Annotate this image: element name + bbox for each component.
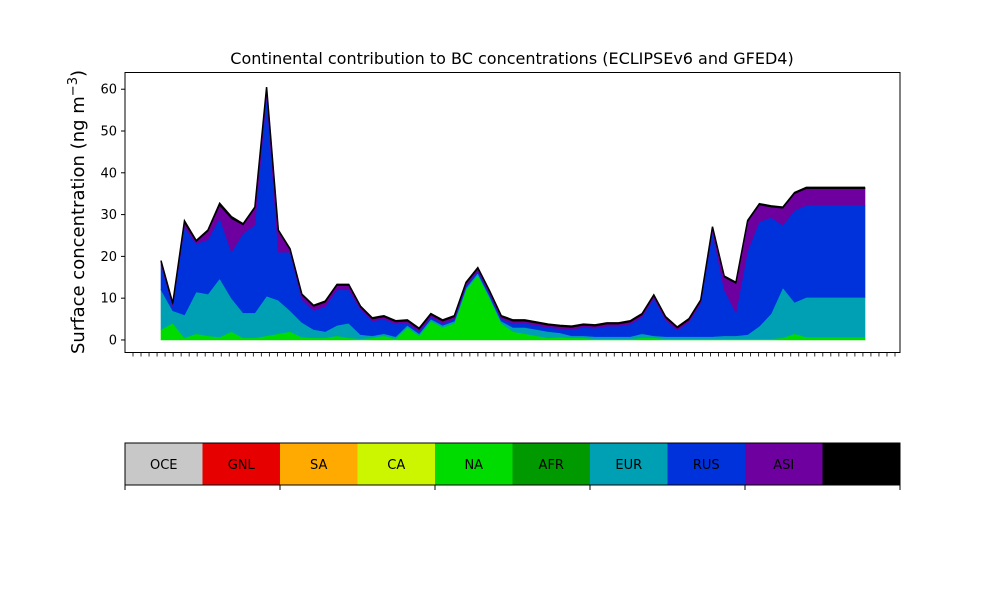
legend-label-afr: AFR — [539, 458, 564, 473]
legend-swatch-na — [435, 443, 513, 485]
legend-swatch-sa — [280, 443, 358, 485]
legend-frame — [124, 442, 901, 486]
y-tick-label: 10 — [100, 292, 117, 307]
legend-label-rus: RUS — [693, 458, 720, 473]
legend-swatch-rus — [667, 443, 745, 485]
y-tick-label: 60 — [100, 83, 117, 98]
total-outline — [160, 87, 865, 330]
legend: OCE GNL SA CA NA AFR EUR RUS ASI AUS — [124, 442, 901, 490]
y-axis-label-superscript: −3 — [66, 77, 81, 96]
legend-label-asi: ASI — [773, 458, 794, 473]
x-axis — [132, 352, 896, 357]
y-tick-label: 40 — [100, 166, 117, 181]
y-tick-label: 20 — [100, 250, 117, 265]
legend-label-sa: SA — [310, 458, 327, 473]
y-axis-label: Surface concentration (ng m−3) — [66, 70, 89, 354]
y-tick-label: 30 — [100, 208, 117, 223]
y-axis-label-close: ) — [68, 70, 89, 77]
y-axis: 0 10 20 30 40 50 60 — [100, 83, 125, 348]
legend-label-aus: AUS — [848, 458, 875, 473]
legend-swatch-eur — [590, 443, 668, 485]
chart-title: Continental contribution to BC concentra… — [230, 49, 793, 68]
legend-label-ca: CA — [387, 458, 405, 473]
legend-label-na: NA — [464, 458, 483, 473]
legend-label-oce: OCE — [150, 458, 178, 473]
legend-swatch-oce — [125, 443, 203, 485]
plot-area — [160, 87, 866, 341]
legend-swatch-afr — [512, 443, 590, 485]
legend-swatch-asi — [745, 443, 823, 485]
legend-label-gnl: GNL — [228, 458, 256, 473]
y-axis-label-main: Surface concentration (ng m — [68, 96, 89, 354]
legend-swatch-ca — [357, 443, 435, 485]
y-tick-label: 0 — [109, 333, 117, 348]
legend-label-eur: EUR — [615, 458, 642, 473]
y-tick-label: 50 — [100, 125, 117, 140]
legend-swatch-gnl — [202, 443, 280, 485]
legend-swatch-aus — [822, 443, 900, 485]
plot-frame — [124, 72, 901, 353]
